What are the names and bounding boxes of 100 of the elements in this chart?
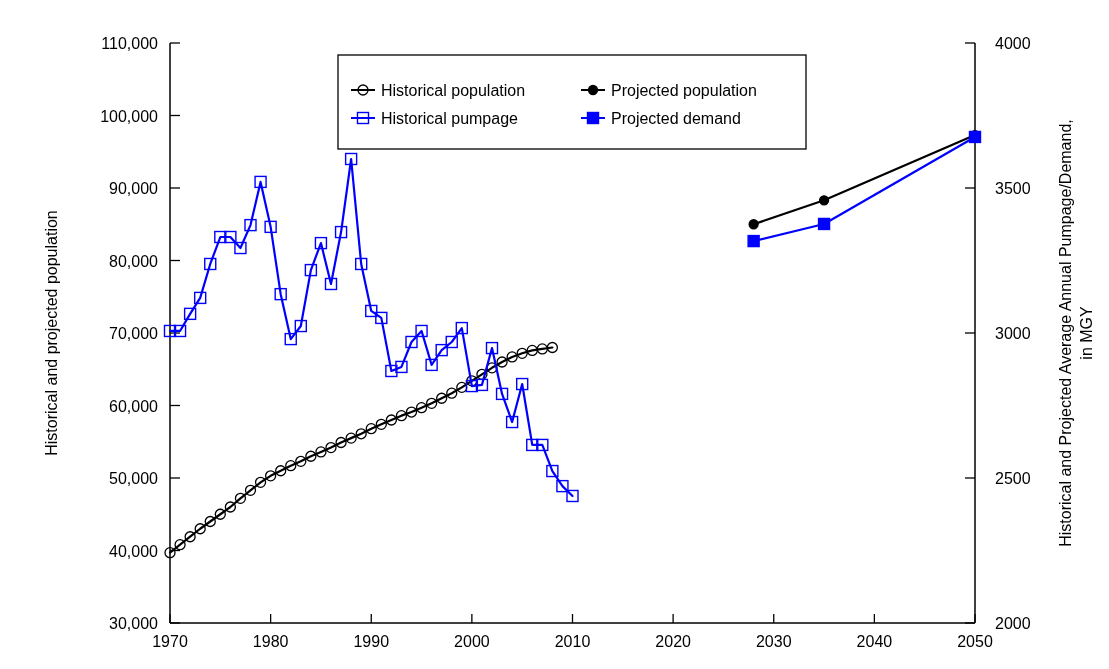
- y2-tick-label: 2500: [995, 470, 1031, 487]
- point: [415, 402, 428, 414]
- point: [365, 423, 377, 435]
- legend-label: Projected population: [611, 82, 757, 99]
- point: [818, 195, 830, 206]
- point: [375, 311, 388, 325]
- y-tick-label: 50,000: [109, 470, 159, 487]
- point: [354, 257, 368, 271]
- point: [425, 358, 438, 372]
- point: [486, 362, 498, 374]
- point: [334, 225, 348, 239]
- y-tick-label: 100,000: [100, 107, 159, 125]
- point: [817, 217, 831, 231]
- point: [234, 241, 247, 255]
- point: [515, 377, 529, 391]
- point: [224, 230, 237, 244]
- point: [436, 392, 448, 404]
- point: [325, 441, 337, 454]
- point: [748, 219, 759, 230]
- point: [526, 438, 539, 452]
- point: [163, 324, 177, 338]
- point: [183, 307, 197, 321]
- point: [224, 501, 237, 513]
- point: [566, 489, 579, 503]
- y2-tick-label: 4000: [995, 35, 1031, 52]
- point: [495, 387, 509, 401]
- y-tick-label: 70,000: [109, 325, 159, 342]
- point: [496, 356, 508, 368]
- y2-tick-label: 3500: [995, 180, 1031, 197]
- point: [315, 446, 327, 458]
- point: [395, 410, 408, 422]
- legend-label: Historical population: [381, 82, 526, 99]
- y-tick-label: 110,000: [101, 35, 159, 52]
- point: [446, 387, 458, 399]
- y-tick-label: 40,000: [109, 542, 159, 560]
- point: [375, 418, 387, 430]
- point: [415, 324, 428, 338]
- point: [204, 257, 217, 271]
- point: [244, 484, 257, 496]
- point: [445, 335, 458, 349]
- point: [193, 291, 207, 305]
- point: [295, 455, 307, 467]
- point: [425, 397, 438, 409]
- x-tick-label: 2000: [454, 633, 490, 650]
- legend-label: Projected demand: [611, 110, 741, 127]
- point: [355, 428, 367, 440]
- x-tick-label: 2050: [957, 633, 993, 650]
- legend-label: Historical pumpage: [381, 110, 519, 127]
- y-tick-label: 30,000: [109, 615, 159, 632]
- x-tick-label: 1990: [353, 633, 390, 650]
- point: [456, 381, 468, 394]
- point: [385, 364, 398, 378]
- point: [405, 406, 418, 418]
- point: [435, 343, 448, 357]
- y2-tick-label: 2000: [995, 615, 1031, 632]
- y-axis-title: Historical and projected population: [43, 210, 60, 456]
- point: [485, 341, 499, 355]
- point: [285, 460, 297, 472]
- y-tick-label: 80,000: [109, 252, 159, 270]
- point: [546, 341, 559, 354]
- point: [314, 236, 328, 250]
- point: [345, 432, 357, 444]
- point: [254, 476, 267, 488]
- point: [244, 218, 257, 232]
- point: [275, 465, 287, 477]
- point: [405, 335, 418, 349]
- y-tick-label: 90,000: [109, 180, 159, 197]
- point: [294, 319, 308, 333]
- x-tick-label: 1980: [252, 633, 289, 650]
- point: [516, 347, 528, 359]
- point: [335, 436, 347, 449]
- point: [385, 414, 398, 426]
- point: [324, 277, 338, 291]
- point: [526, 344, 538, 357]
- point: [475, 378, 489, 392]
- point: [305, 450, 317, 462]
- y2-axis-title: Historical and Projected Average Annual Pumpage/Demand, in MGY: [1057, 119, 1095, 547]
- point: [546, 464, 559, 478]
- point: [264, 220, 277, 234]
- point: [395, 360, 408, 374]
- point: [264, 470, 277, 482]
- y-tick-label: 60,000: [109, 397, 159, 415]
- x-tick-label: 2020: [655, 633, 692, 650]
- point: [747, 234, 760, 248]
- point: [476, 368, 488, 380]
- y2-tick-label: 3000: [995, 325, 1031, 342]
- point: [536, 343, 548, 355]
- point: [274, 287, 287, 301]
- point: [164, 547, 176, 559]
- point: [184, 531, 196, 543]
- point: [344, 152, 358, 166]
- point: [234, 492, 247, 504]
- point: [173, 324, 187, 338]
- point: [556, 479, 569, 493]
- point: [506, 351, 518, 363]
- point: [465, 379, 479, 393]
- point: [214, 508, 226, 520]
- point: [254, 175, 267, 189]
- point: [536, 438, 549, 452]
- x-tick-label: 2030: [755, 633, 792, 650]
